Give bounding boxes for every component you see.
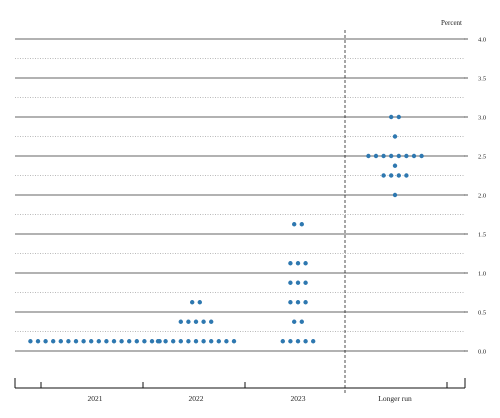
- dot-point: [134, 339, 139, 344]
- dot-point: [155, 339, 161, 344]
- dot-point: [381, 173, 386, 178]
- dot-point: [216, 339, 221, 344]
- dot-point: [201, 319, 206, 324]
- y-axis-label: Percent: [441, 19, 462, 27]
- dot-point: [89, 339, 94, 344]
- dot-point: [288, 300, 293, 305]
- dot-point: [43, 339, 48, 344]
- dot-point: [197, 300, 202, 305]
- x-category-labels: 2021 2022 2023 Longer run: [88, 394, 413, 403]
- dot-point: [366, 153, 371, 159]
- dot-point: [178, 319, 183, 324]
- dot-point: [392, 134, 398, 139]
- x-category-label: 2021: [88, 394, 103, 403]
- dot-point: [303, 280, 308, 285]
- dot-point: [104, 339, 109, 344]
- dot-point: [178, 339, 183, 344]
- x-axis: [14, 378, 466, 389]
- dot-point: [58, 339, 63, 344]
- dot-point: [311, 339, 316, 344]
- dot-point: [299, 319, 304, 324]
- dot-point: [411, 153, 417, 159]
- dot-point: [295, 339, 301, 344]
- dot-point: [396, 153, 401, 159]
- y-tick-label: 3.0: [478, 115, 486, 122]
- dot-point: [190, 300, 195, 305]
- dot-point: [295, 300, 301, 305]
- dot-point: [51, 339, 56, 344]
- dot-point: [111, 339, 117, 344]
- dot-point: [396, 114, 401, 120]
- dot-point: [142, 339, 147, 344]
- dot-point: [396, 173, 401, 178]
- dot-point: [292, 222, 297, 227]
- dot-point: [231, 339, 237, 344]
- dot-point: [201, 339, 206, 344]
- dot-point: [295, 280, 301, 285]
- dot-point: [299, 222, 304, 227]
- x-category-label: 2023: [291, 394, 306, 403]
- dot-point: [419, 153, 424, 159]
- dot-point: [392, 192, 398, 198]
- dot-point: [389, 173, 394, 178]
- dot-point: [373, 153, 379, 159]
- x-category-label: 2022: [189, 394, 204, 403]
- dot-point: [389, 153, 394, 159]
- y-tick-label: 0.0: [478, 349, 486, 356]
- dot-point: [288, 261, 293, 266]
- dot-point: [73, 339, 79, 344]
- dot-point: [171, 339, 176, 344]
- dot-point: [96, 339, 102, 344]
- dot-point: [119, 339, 124, 344]
- dot-point: [186, 319, 191, 324]
- dot-point: [149, 339, 155, 344]
- y-tick-label: 0.5: [478, 310, 486, 317]
- dot-point: [186, 339, 191, 344]
- dot-point: [303, 300, 308, 305]
- dot-point: [404, 153, 409, 159]
- y-tick-label: 1.5: [478, 232, 486, 239]
- dot-point: [28, 339, 33, 344]
- dot-point: [303, 261, 308, 266]
- dot-point: [381, 153, 386, 159]
- y-tick-label: 4.0: [478, 37, 486, 44]
- dot-point: [66, 339, 71, 344]
- dot-point: [292, 319, 297, 324]
- y-tick-label: 3.5: [478, 76, 486, 83]
- y-tick-label: 2.0: [478, 193, 486, 200]
- dot-point: [81, 339, 86, 344]
- dot-point: [389, 114, 394, 120]
- dot-point: [288, 339, 293, 344]
- dot-point: [163, 339, 168, 344]
- dots: [28, 114, 424, 344]
- dot-point: [127, 339, 132, 344]
- x-category-label: Longer run: [378, 394, 412, 403]
- dot-point: [295, 261, 301, 266]
- dot-point: [404, 173, 409, 178]
- dot-point: [224, 339, 229, 344]
- dot-point: [280, 339, 285, 344]
- dot-point: [35, 339, 41, 344]
- dot-point: [209, 319, 214, 324]
- dot-point: [288, 280, 293, 285]
- dot-point: [193, 319, 199, 324]
- y-tick-labels: 4.0 3.5 3.0 2.5 2.0 1.5 1.0 0.5 0.0: [478, 37, 486, 356]
- dot-point: [193, 339, 199, 344]
- gridlines: [15, 38, 468, 352]
- y-tick-label: 2.5: [478, 154, 486, 161]
- dot-point: [392, 163, 398, 168]
- dot-point: [303, 339, 308, 344]
- y-tick-label: 1.0: [478, 271, 486, 278]
- dot-point: [209, 339, 214, 344]
